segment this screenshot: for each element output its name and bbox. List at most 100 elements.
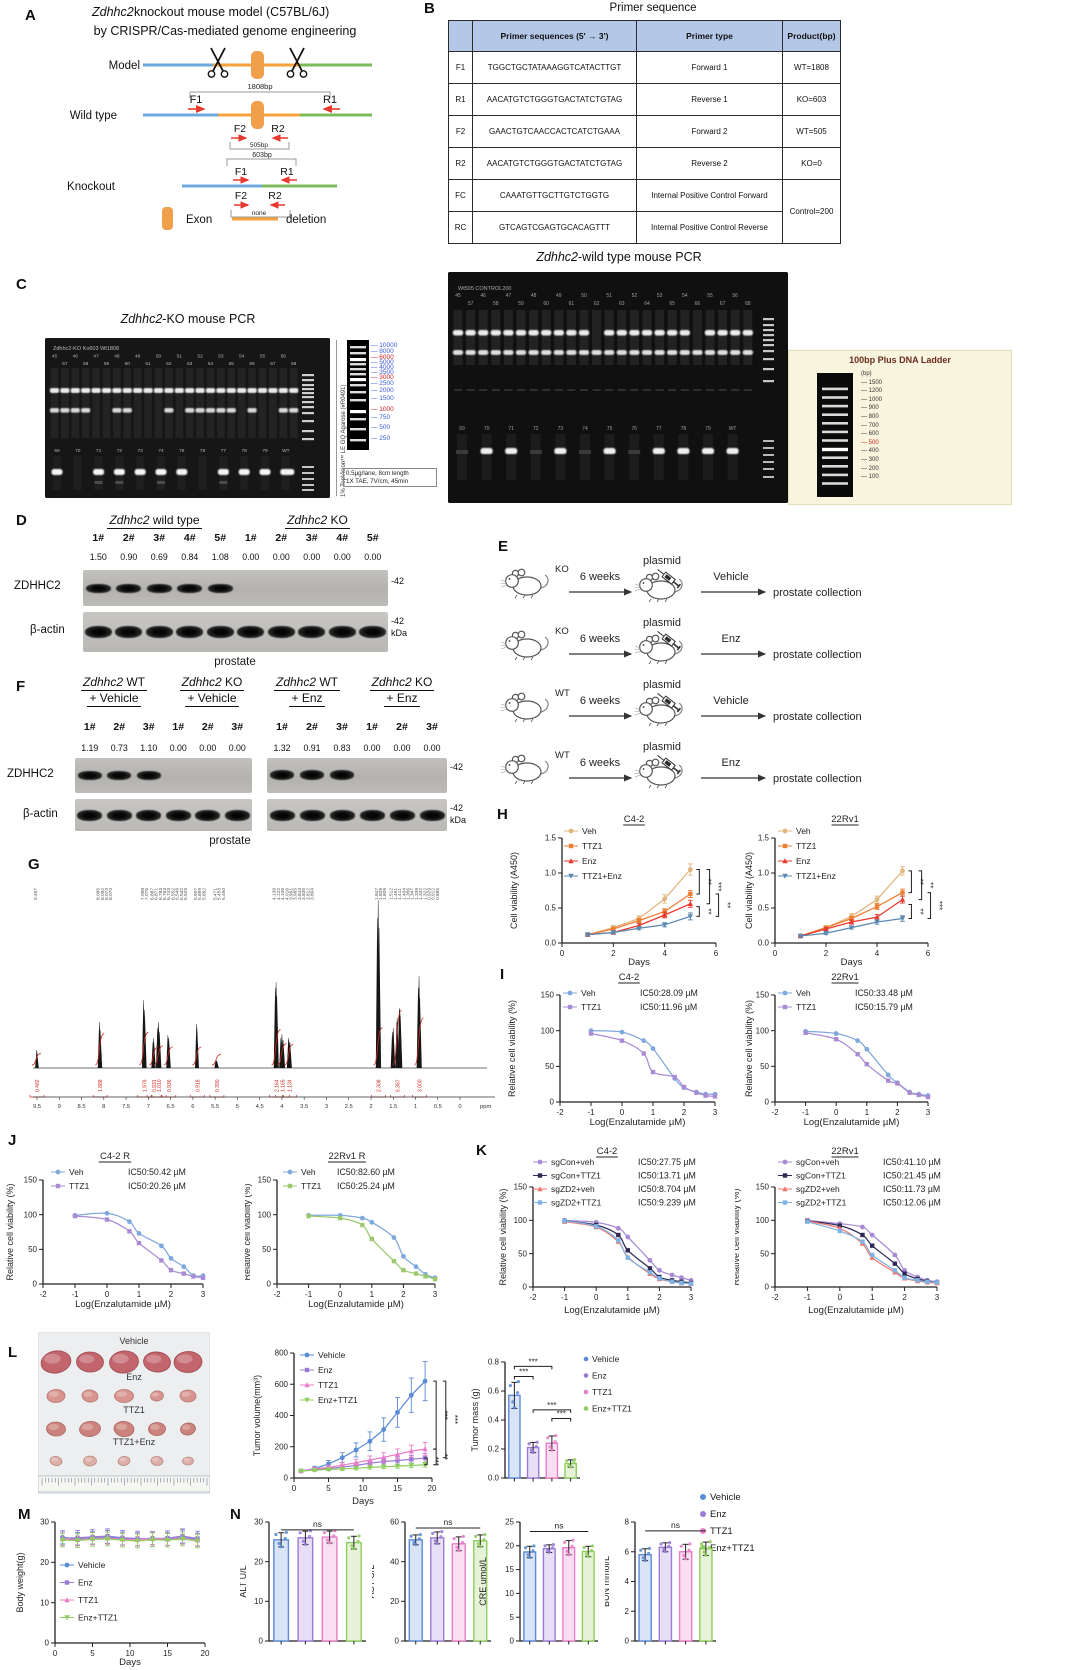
svg-text:Log(Enzalutamide µM): Log(Enzalutamide µM) — [804, 1117, 900, 1128]
svg-text:0.482: 0.482 — [35, 1079, 41, 1092]
svg-text:69: 69 — [459, 426, 465, 432]
svg-text:5: 5 — [510, 1613, 515, 1622]
blot-label-zdhhc2: ZDHHC2 — [14, 580, 61, 592]
protein-band — [177, 583, 203, 593]
svg-text:1.347: 1.347 — [410, 888, 416, 900]
protein-band — [206, 626, 234, 638]
svg-text:68: 68 — [291, 361, 297, 367]
lane-label: 3# — [142, 721, 155, 733]
svg-text:48: 48 — [531, 293, 537, 299]
svg-text:53: 53 — [657, 293, 663, 299]
svg-text:5.5: 5.5 — [211, 1104, 219, 1110]
protein-band — [328, 626, 356, 638]
svg-text:0: 0 — [259, 1637, 264, 1646]
protein-band — [115, 626, 143, 638]
th-blank — [448, 20, 473, 52]
ladder2-size-label: — 200 — [861, 465, 879, 472]
svg-text:6.532: 6.532 — [179, 888, 185, 900]
th-product: Product(bp) — [782, 20, 841, 52]
svg-text:prostate collection: prostate collection — [773, 587, 862, 599]
lane-label: 5# — [366, 532, 379, 544]
svg-text:WT: WT — [555, 688, 570, 699]
svg-text:1: 1 — [370, 1290, 375, 1299]
svg-text:1: 1 — [414, 1104, 417, 1110]
lane-label: 1# — [92, 532, 105, 544]
svg-text:Days: Days — [628, 957, 650, 968]
cell-id: F2 — [448, 115, 473, 148]
band-value: 0.00 — [303, 552, 321, 562]
nmr-spectrum: 0.482 1.888 1.979 0.931 1.010 0.936 0.918 0.390… — [25, 855, 525, 1117]
cell-type: Reverse 1 — [636, 83, 783, 116]
svg-text:5: 5 — [326, 1484, 331, 1493]
svg-text:0: 0 — [338, 1290, 343, 1299]
svg-text:58: 58 — [83, 361, 89, 367]
svg-text:0: 0 — [560, 949, 565, 958]
protein-band — [146, 583, 172, 593]
svg-text:10: 10 — [126, 1649, 135, 1658]
svg-text:0: 0 — [765, 1283, 770, 1292]
ladder2-size-label: — 1000 — [861, 396, 883, 403]
actin-blot-vehicle — [75, 799, 252, 831]
svg-text:ns: ns — [671, 1520, 680, 1530]
chart-l_volume: 0 200 400 600 800 0 5 10 15 20 Tumor volume(mm³) Da… — [250, 1338, 485, 1518]
svg-text:0.918: 0.918 — [195, 1079, 201, 1092]
chart-n_ast: 0 20 40 60 AST U/L ns — [366, 1505, 498, 1670]
cell-id: F1 — [448, 51, 473, 84]
panelM-letter: M — [18, 1506, 31, 1523]
svg-text:0: 0 — [510, 1637, 515, 1646]
svg-text:51: 51 — [177, 354, 183, 360]
svg-text:76: 76 — [200, 448, 206, 454]
svg-text:Veh: Veh — [796, 826, 811, 836]
tissue-label: prostate — [209, 835, 251, 847]
svg-text:20: 20 — [201, 1649, 210, 1658]
zdhhc2-blot-enz — [267, 758, 447, 793]
table-row: RC GTCAGTCGAGTGCACAGTTT Internal Positive … — [448, 211, 841, 244]
svg-text:77: 77 — [221, 448, 227, 454]
svg-text:1.0: 1.0 — [758, 869, 770, 878]
mw-42: -42 — [391, 576, 405, 586]
svg-text:Days: Days — [841, 957, 863, 968]
svg-text:0: 0 — [53, 1649, 58, 1658]
cell-id: RC — [448, 211, 473, 244]
svg-text:***: *** — [547, 1401, 556, 1410]
ladder2-size-label: — 500 — [861, 439, 879, 446]
svg-text:50: 50 — [28, 1245, 37, 1254]
panelN-letter: N — [230, 1506, 241, 1523]
ladder2-size-label: — 700 — [861, 422, 879, 429]
svg-text:**: ** — [915, 908, 924, 914]
chart-l_mass: 0.0 0.2 0.4 0.6 0.8 Tumor mass (g) *** *** *** **… — [468, 1345, 686, 1503]
svg-text:150: 150 — [541, 991, 555, 1000]
protein-band — [270, 770, 294, 780]
svg-text:IC50:8.704 µM: IC50:8.704 µM — [638, 1184, 696, 1194]
svg-text:61: 61 — [145, 361, 151, 367]
svg-text:5.450: 5.450 — [221, 888, 227, 900]
svg-text:0.929: 0.929 — [427, 888, 433, 900]
svg-text:6: 6 — [926, 949, 931, 958]
svg-text:1.888: 1.888 — [98, 1079, 104, 1092]
band-value: 0.73 — [110, 743, 128, 753]
svg-text:***: *** — [519, 1368, 528, 1377]
ladder2-strip — [817, 373, 853, 497]
svg-text:6: 6 — [714, 949, 719, 958]
svg-text:0.2: 0.2 — [488, 1445, 500, 1454]
svg-text:0: 0 — [458, 1104, 461, 1110]
svg-text:3: 3 — [325, 1104, 328, 1110]
svg-text:20: 20 — [254, 1557, 263, 1566]
blot-group-header: Zdhhc2 KO + Vehicle — [179, 675, 245, 707]
svg-text:2.308: 2.308 — [377, 1079, 383, 1092]
protein-band — [237, 626, 265, 638]
svg-text:***: *** — [528, 1357, 537, 1366]
mw-42: -42 — [450, 803, 464, 813]
svg-text:4.106: 4.106 — [280, 888, 286, 900]
svg-text:0: 0 — [765, 1098, 770, 1107]
cell-type: Forward 2 — [636, 115, 783, 148]
protein-band — [267, 626, 295, 638]
panelA-title2: by CRISPR/Cas-mediated genome engineerin… — [94, 24, 357, 38]
group-label-italic: Zdhhc2 — [109, 513, 150, 527]
svg-text:TTZ1: TTZ1 — [301, 1181, 322, 1191]
svg-text:66: 66 — [249, 361, 255, 367]
svg-text:IC50:28.09 µM: IC50:28.09 µM — [640, 988, 698, 998]
actin-blot-enz — [267, 799, 447, 831]
svg-text:0: 0 — [625, 1637, 630, 1646]
svg-text:sgCon+veh: sgCon+veh — [796, 1157, 840, 1167]
